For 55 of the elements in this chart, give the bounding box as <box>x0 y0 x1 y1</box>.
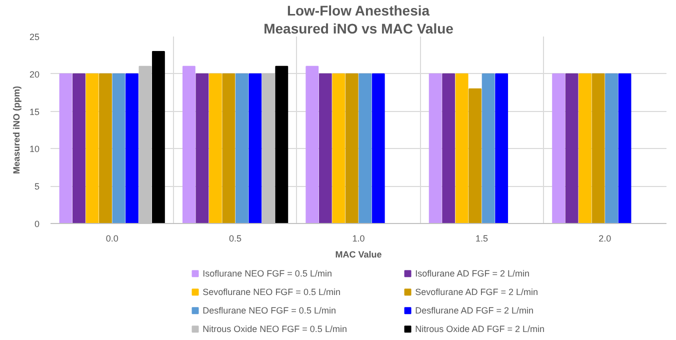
bar <box>112 73 126 224</box>
bar <box>455 73 468 224</box>
x-tick-label: 0.0 <box>106 234 118 244</box>
legend-label: Desflurane NEO FGF = 0.5 L/min <box>202 306 336 316</box>
legend-label: Sevoflurane AD FGF = 2 L/min <box>415 287 538 298</box>
bar <box>552 73 566 224</box>
y-tick-label: 5 <box>34 182 40 192</box>
bar <box>306 66 319 224</box>
legend-label: Nitrous Oxide NEO FGF = 0.5 L/min <box>202 324 347 334</box>
bar <box>495 73 508 224</box>
bar <box>318 73 332 224</box>
y-axis-title: Measured iNO (ppm) <box>11 86 22 174</box>
x-axis-title: MAC Value <box>335 250 382 260</box>
legend-label: Nitrous Oxide AD FGF = 2 L/min <box>415 324 544 334</box>
bar <box>235 73 248 224</box>
legend-label: Desflurane AD FGF = 2 L/min <box>415 306 534 316</box>
bar <box>86 73 99 224</box>
legend-label: Isoflurane NEO FGF = 0.5 L/min <box>202 268 332 279</box>
bar <box>332 73 346 224</box>
bar <box>275 66 288 224</box>
bar <box>468 88 482 224</box>
x-tick-label: 1.0 <box>352 234 365 244</box>
chart-title: Low-Flow Anesthesia <box>286 2 430 18</box>
bar <box>182 66 196 224</box>
legend-label: Isoflurane AD FGF = 2 L/min <box>415 268 530 279</box>
bar <box>482 73 495 224</box>
bar <box>442 73 456 224</box>
y-tick-label: 20 <box>29 69 40 80</box>
bar <box>578 73 592 224</box>
bar <box>592 73 605 224</box>
bar <box>59 73 72 224</box>
bar <box>605 73 618 224</box>
y-tick-label: 10 <box>29 144 40 154</box>
bar <box>345 73 358 224</box>
bar <box>565 73 578 224</box>
x-tick-label: 2.0 <box>598 234 612 244</box>
legend-label: Sevoflurane NEO FGF = 0.5 L/min <box>202 287 340 298</box>
chart-subtitle: Measured iNO vs MAC Value <box>264 20 454 36</box>
bar <box>72 73 86 224</box>
x-tick-label: 0.5 <box>229 234 242 244</box>
bar <box>618 73 632 224</box>
bar <box>428 73 442 224</box>
bar <box>208 73 222 224</box>
bar <box>152 50 165 224</box>
bar <box>372 73 385 224</box>
x-tick-label: 1.5 <box>475 234 488 244</box>
bar <box>196 73 209 224</box>
bar <box>99 73 112 224</box>
bar <box>222 73 236 224</box>
bar <box>126 73 138 224</box>
y-tick-label: 25 <box>29 32 40 42</box>
bar <box>358 73 372 224</box>
y-tick-label: 0 <box>34 219 40 229</box>
y-tick-label: 15 <box>29 106 40 117</box>
bar <box>248 73 262 224</box>
